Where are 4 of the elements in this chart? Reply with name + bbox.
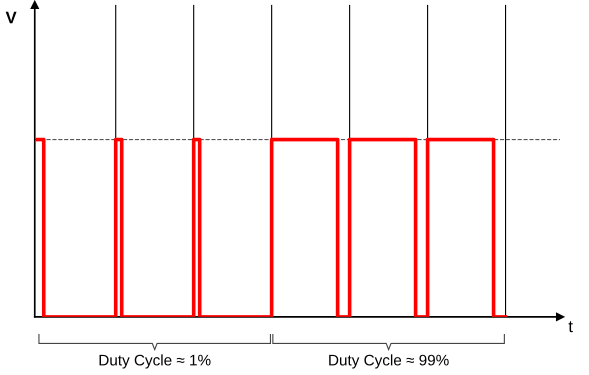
text: Duty Cycle ≈ 1% — [100, 354, 211, 369]
text: Duty Cycle ≈ 99% — [329, 354, 449, 369]
text: V — [6, 12, 17, 24]
x-axis-title: t — [568, 321, 573, 332]
